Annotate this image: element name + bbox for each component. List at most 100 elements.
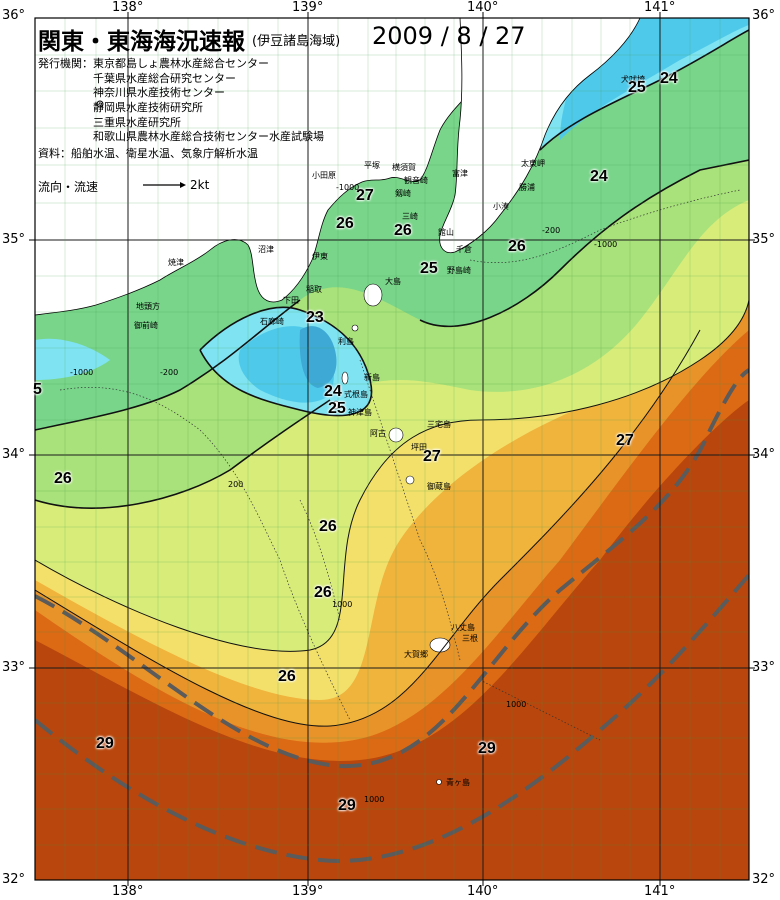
lon-label-140: 140° bbox=[467, 0, 499, 15]
sea-zone-23 bbox=[299, 326, 337, 388]
island-hachijojima bbox=[429, 637, 451, 653]
lat-label-32-right: 32° bbox=[752, 872, 776, 887]
map-frame bbox=[34, 17, 750, 881]
depth-label: -1000 bbox=[594, 240, 618, 249]
lon-label-139: 139° bbox=[292, 0, 324, 15]
place-label: 勝浦 bbox=[519, 183, 535, 192]
depth-contours bbox=[59, 189, 741, 741]
isotherm-label: 27 bbox=[616, 432, 634, 449]
isotherm-label: 23 bbox=[306, 309, 324, 326]
depth-label: -1000 bbox=[336, 183, 360, 192]
place-label: 大賀郷 bbox=[404, 650, 428, 659]
place-label: 太東岬 bbox=[521, 159, 545, 168]
place-label: 御前崎 bbox=[134, 321, 158, 330]
lat-label-32: 32° bbox=[2, 872, 26, 887]
map-date: 2009 / 8 / 27 bbox=[372, 22, 526, 50]
place-label: 剱崎 bbox=[395, 189, 411, 198]
place-label: 八丈島 bbox=[451, 623, 475, 632]
depth-label: -200 bbox=[160, 368, 179, 377]
publisher-4: 静岡県水産技術研究所 bbox=[93, 101, 203, 114]
place-label: 小田原 bbox=[312, 171, 336, 180]
isotherm-label: 26 bbox=[508, 238, 526, 255]
island-kozushima bbox=[332, 400, 340, 410]
place-label: 三崎 bbox=[402, 212, 418, 221]
depth-label: 200 bbox=[228, 480, 244, 489]
place-label: 三根 bbox=[462, 634, 478, 643]
place-label: 富津 bbox=[452, 169, 468, 178]
publisher-label: 発行機関： bbox=[38, 57, 93, 70]
lat-label-36-right: 36° bbox=[752, 8, 776, 23]
place-label: 犬吠埼 bbox=[621, 75, 645, 84]
depth-label: 1000 bbox=[364, 795, 385, 804]
lon-label-141-bottom: 141° bbox=[644, 884, 676, 899]
place-label: 千倉 bbox=[456, 245, 472, 254]
map-subtitle: (伊豆諸島海域) bbox=[252, 34, 341, 49]
place-label: 式根島 bbox=[344, 390, 368, 399]
place-label: 石廊崎 bbox=[260, 317, 284, 326]
axis-ticks bbox=[29, 12, 755, 886]
island-oshima bbox=[363, 283, 383, 307]
place-label: 御蔵島 bbox=[427, 482, 451, 491]
kuroshio-axis bbox=[35, 368, 749, 863]
lat-label-33-right: 33° bbox=[752, 660, 776, 675]
isotherm-label: 26 bbox=[314, 584, 332, 601]
isotherm-lines bbox=[35, 29, 749, 727]
lat-label-34-right: 34° bbox=[752, 447, 776, 462]
isotherm-label: 25 bbox=[628, 79, 646, 96]
publisher-1: 東京都島しょ農林水産総合センター bbox=[93, 57, 269, 70]
isotherm-label: 26 bbox=[394, 222, 412, 239]
isotherm-label: 29 bbox=[96, 735, 114, 752]
lat-label-33: 33° bbox=[2, 660, 26, 675]
station-marker-icon bbox=[96, 100, 104, 108]
isotherm-label: 24 bbox=[660, 70, 678, 87]
isotherm-label: 25 bbox=[420, 260, 438, 277]
place-label: 館山 bbox=[438, 228, 454, 237]
publisher-2: 千葉県水産総合研究センター bbox=[93, 72, 236, 85]
flow-scale-arrow bbox=[143, 182, 186, 188]
isotherm-label: 24 bbox=[324, 383, 342, 400]
isotherm-label: 5 bbox=[33, 381, 42, 398]
depth-label: 1000 bbox=[506, 700, 527, 709]
flow-scale-value: 2kt bbox=[190, 178, 210, 192]
depth-label: -1000 bbox=[70, 368, 94, 377]
lon-label-138: 138° bbox=[112, 0, 144, 15]
lon-label-141: 141° bbox=[644, 0, 676, 15]
place-label: 利島 bbox=[338, 337, 354, 346]
isotherm-label: 26 bbox=[278, 668, 296, 685]
place-label: 地頭方 bbox=[136, 302, 160, 311]
flow-legend-label: 流向・流速 bbox=[38, 180, 99, 194]
place-label: 大島 bbox=[385, 277, 401, 286]
lat-label-35: 35° bbox=[2, 232, 26, 247]
island-aogashima bbox=[436, 779, 442, 785]
data-sources: 資料：船舶水温、衛星水温、気象庁解析水温 bbox=[38, 147, 258, 160]
place-label: 平塚 bbox=[364, 161, 380, 170]
depth-label: -200 bbox=[542, 226, 561, 235]
place-label: 沼津 bbox=[258, 245, 274, 254]
publisher-6: 和歌山県農林水産総合技術センター水産試験場 bbox=[93, 130, 324, 143]
isotherm-label: 27 bbox=[356, 187, 374, 204]
lat-label-36: 36° bbox=[2, 8, 26, 23]
place-label: 小湊 bbox=[493, 202, 509, 211]
place-label: 青ヶ島 bbox=[446, 778, 470, 787]
island-toshima bbox=[351, 324, 359, 332]
lon-label-139-bottom: 139° bbox=[292, 884, 324, 899]
place-label: 下田 bbox=[283, 296, 299, 305]
place-label: 坪田 bbox=[411, 443, 427, 452]
isotherm-label: 29 bbox=[338, 797, 356, 814]
lat-label-35-right: 35° bbox=[752, 232, 776, 247]
isotherm-label: 26 bbox=[319, 518, 337, 535]
place-label: 野島崎 bbox=[447, 266, 471, 275]
lon-label-140-bottom: 140° bbox=[467, 884, 499, 899]
sea-zone-25-west bbox=[35, 338, 110, 380]
place-label: 新島 bbox=[364, 373, 380, 382]
place-label: 稲取 bbox=[306, 285, 322, 294]
place-label: 横須賀 bbox=[392, 163, 416, 172]
place-label: 焼津 bbox=[168, 258, 184, 267]
publisher-3: 神奈川県水産技術センター bbox=[93, 86, 225, 99]
isotherm-label: 26 bbox=[336, 215, 354, 232]
lat-label-34: 34° bbox=[2, 447, 26, 462]
lat-lon-grid bbox=[35, 18, 749, 880]
isotherm-label: 24 bbox=[590, 168, 608, 185]
isotherm-label: 29 bbox=[478, 740, 496, 757]
